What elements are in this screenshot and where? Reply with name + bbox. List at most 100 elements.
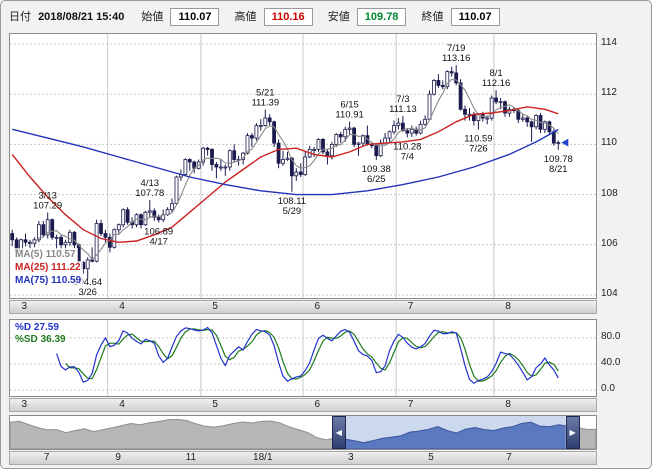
open-label: 始値 bbox=[141, 11, 164, 23]
price-axis-label: 110 bbox=[601, 137, 617, 149]
ma25-line bbox=[11, 106, 559, 244]
svg-text:4/13: 4/13 bbox=[141, 178, 160, 189]
svg-text:7/26: 7/26 bbox=[469, 144, 488, 155]
stochastic-time-axis: 3 4 5 6 7 8 bbox=[9, 398, 597, 412]
svg-text:109.78: 109.78 bbox=[544, 154, 573, 165]
low-label: 安値 bbox=[327, 11, 350, 23]
svg-text:8/1: 8/1 bbox=[489, 68, 502, 79]
svg-text:107.29: 107.29 bbox=[33, 200, 62, 211]
date-label: 日付 bbox=[9, 11, 31, 23]
ma75-legend: MA(75) 110.59 bbox=[13, 274, 84, 287]
price-axis-label: 108 bbox=[601, 187, 618, 199]
stochastic-legend: %D 27.59 %SD 36.39 bbox=[13, 322, 68, 346]
time-axis-label: 3 bbox=[21, 301, 28, 312]
navigator-time-axis: 7 9 11 18/1 3 5 7 bbox=[9, 451, 597, 465]
time-axis-label: 8 bbox=[505, 399, 511, 410]
time-axis-label: 4 bbox=[119, 399, 125, 410]
nav-time-axis-label: 7 bbox=[43, 452, 50, 463]
svg-text:3/26: 3/26 bbox=[78, 287, 97, 298]
svg-text:7/19: 7/19 bbox=[447, 43, 466, 54]
ma5-line bbox=[30, 78, 559, 261]
svg-text:104.64: 104.64 bbox=[73, 277, 102, 288]
svg-text:7/3: 7/3 bbox=[396, 94, 409, 105]
svg-text:111.13: 111.13 bbox=[389, 104, 417, 115]
stochastic-axis-label: 40.0 bbox=[601, 357, 621, 368]
navigator[interactable]: ◀ ▶ bbox=[9, 415, 597, 450]
ma25-legend: MA(25) 111.22 bbox=[13, 261, 83, 274]
svg-text:112.16: 112.16 bbox=[482, 78, 510, 89]
svg-text:110.91: 110.91 bbox=[335, 110, 363, 121]
high-value: 110.16 bbox=[263, 8, 313, 26]
right-arrow-icon: ▶ bbox=[569, 428, 576, 437]
svg-text:107.78: 107.78 bbox=[135, 188, 164, 199]
percent-sd-line bbox=[65, 328, 559, 382]
nav-scroll-right-button[interactable]: ▶ bbox=[565, 416, 580, 449]
time-axis-label: 4 bbox=[119, 301, 125, 312]
nav-time-axis-label: 3 bbox=[347, 452, 354, 463]
time-axis-label: 5 bbox=[212, 399, 218, 410]
nav-overview-area-selected bbox=[345, 421, 566, 449]
svg-text:110.28: 110.28 bbox=[393, 141, 421, 152]
price-axis-label: 114 bbox=[601, 37, 617, 48]
nav-scroll-left-button[interactable]: ◀ bbox=[331, 416, 346, 449]
gridlines bbox=[10, 34, 596, 298]
svg-text:111.39: 111.39 bbox=[251, 98, 279, 109]
ma75-line bbox=[12, 128, 559, 196]
svg-text:7/4: 7/4 bbox=[401, 151, 414, 162]
svg-text:3/13: 3/13 bbox=[38, 190, 57, 201]
svg-text:6/25: 6/25 bbox=[367, 174, 386, 185]
time-axis-label: 6 bbox=[314, 399, 321, 410]
time-axis-label: 7 bbox=[407, 301, 414, 312]
time-axis-label: 3 bbox=[21, 399, 28, 410]
time-axis-label: 5 bbox=[212, 301, 218, 312]
high-label: 高値 bbox=[234, 11, 257, 23]
price-axis-label: 106 bbox=[601, 237, 618, 249]
percent-sd-legend: %SD 36.39 bbox=[13, 334, 68, 346]
svg-text:106.89: 106.89 bbox=[144, 227, 173, 238]
low-value: 109.78 bbox=[356, 8, 407, 26]
last-price-marker bbox=[561, 138, 569, 147]
nav-time-axis-label: 7 bbox=[506, 452, 512, 463]
nav-time-axis-label: 9 bbox=[115, 452, 121, 463]
nav-selection-thumb[interactable] bbox=[346, 416, 566, 449]
ohlc-header: 日付 2018/08/21 15:40 始値 110.07 高値 110.16 … bbox=[9, 6, 645, 28]
svg-text:4/17: 4/17 bbox=[149, 237, 168, 248]
svg-text:5/29: 5/29 bbox=[283, 206, 302, 217]
left-arrow-icon: ◀ bbox=[335, 428, 342, 437]
percent-d-legend: %D 27.59 bbox=[13, 322, 61, 334]
navigator-overview-chart[interactable] bbox=[10, 416, 596, 449]
main-time-axis: 3 4 5 6 7 8 bbox=[9, 300, 597, 314]
ma5-legend: MA(5) 110.57 bbox=[13, 248, 78, 261]
time-axis-label: 8 bbox=[505, 301, 511, 312]
main-chart-panel[interactable]: 3/13 107.29 104.64 3/26 4/13 107.78 106.89 4/17… bbox=[9, 33, 597, 299]
open-value: 110.07 bbox=[170, 8, 220, 26]
nav-time-axis-label: 11 bbox=[185, 452, 197, 463]
date-value: 2018/08/21 15:40 bbox=[38, 11, 125, 23]
svg-text:8/21: 8/21 bbox=[549, 164, 568, 175]
close-value: 110.07 bbox=[450, 8, 500, 26]
nav-time-axis-label: 5 bbox=[428, 452, 434, 463]
percent-d-line bbox=[56, 326, 559, 385]
close-label: 終値 bbox=[421, 11, 444, 23]
svg-text:113.16: 113.16 bbox=[442, 53, 470, 64]
stochastic-axis: 80.0 40.0 0.0 bbox=[599, 319, 643, 397]
svg-text:110.59: 110.59 bbox=[464, 134, 492, 145]
time-axis-label: 6 bbox=[314, 301, 321, 312]
nav-time-axis-label: 18/1 bbox=[253, 452, 273, 463]
svg-text:6/15: 6/15 bbox=[340, 100, 359, 111]
svg-text:5/21: 5/21 bbox=[256, 88, 275, 99]
candles bbox=[10, 65, 561, 279]
time-axis-label: 7 bbox=[407, 399, 414, 410]
stoch-gridlines bbox=[10, 320, 596, 396]
svg-text:108.11: 108.11 bbox=[278, 196, 306, 207]
ma-legend: MA(5) 110.57 MA(25) 111.22 MA(75) 110.59 bbox=[13, 248, 84, 287]
stochastic-axis-label: 0.0 bbox=[601, 383, 615, 394]
stochastic-chart[interactable] bbox=[10, 320, 596, 396]
price-axis: 114 112 110 108 106 104 bbox=[599, 33, 643, 299]
stochastic-panel[interactable]: %D 27.59 %SD 36.39 bbox=[9, 319, 597, 397]
price-axis-label: 104 bbox=[601, 288, 618, 299]
stochastic-axis-label: 80.0 bbox=[601, 331, 621, 342]
